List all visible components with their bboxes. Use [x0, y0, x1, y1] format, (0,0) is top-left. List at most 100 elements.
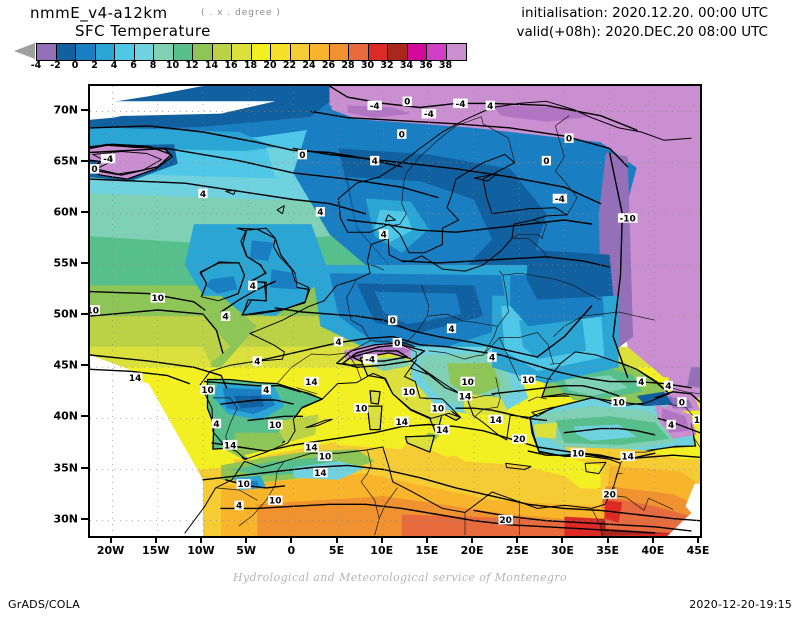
- svg-text:20: 20: [603, 491, 616, 501]
- border-35: [360, 449, 380, 519]
- border-26: [690, 423, 700, 448]
- border-13: [527, 396, 547, 402]
- svg-text:10: 10: [237, 480, 250, 490]
- lat-tick-50N: 50N: [53, 307, 78, 321]
- russia-violet-inner: [636, 172, 700, 347]
- initialisation-time: initialisation: 2020.12.20. 00:00 UTC: [521, 5, 768, 21]
- contour-label-4: 4: [261, 385, 271, 396]
- contour-label-4: 4: [252, 356, 262, 368]
- colorbar-tick-14: 14: [204, 60, 219, 71]
- isotherm-23: [455, 407, 548, 422]
- lat-tick-70N: 70N: [53, 103, 78, 117]
- contour-label-0: 0: [677, 397, 687, 408]
- contour-label-10: 10: [611, 397, 626, 408]
- ice-edge: [90, 107, 167, 120]
- colorbar-tick-10: 10: [165, 60, 180, 71]
- contour-label-14: 14: [304, 376, 319, 388]
- contour-label-10: 10: [521, 374, 536, 386]
- svg-text:14: 14: [314, 469, 327, 479]
- contour-label-4: 4: [315, 207, 325, 218]
- border-4: [346, 278, 371, 342]
- colorbar-segment-8: [154, 44, 174, 60]
- russia-west-blue: [526, 249, 614, 300]
- colorbar-under-arrow: [14, 43, 35, 59]
- svg-text:4: 4: [263, 386, 269, 396]
- isotherm-22: [491, 385, 620, 397]
- colorbar-tick-24: 24: [302, 60, 316, 71]
- model-title: nmmE_v4-a12km: [30, 4, 168, 22]
- valid-time: valid(+08h): 2020.DEC.20 08:00 UTC: [516, 24, 768, 40]
- svg-text:10: 10: [522, 376, 535, 386]
- border-21: [480, 116, 516, 164]
- domain-corner-blank-se2: [685, 483, 700, 523]
- isotherm-15: [202, 464, 700, 522]
- isotherm-28: [342, 344, 426, 368]
- border-1: [276, 383, 323, 400]
- greece-s-yellow: [472, 414, 529, 439]
- chart-header: nmmE_v4-a12km ( . x . degree ) SFC Tempe…: [0, 0, 800, 40]
- isotherm-2: [90, 178, 367, 215]
- svg-text:0: 0: [91, 165, 97, 175]
- svg-text:14: 14: [224, 441, 237, 451]
- coastline-2: [240, 227, 310, 316]
- isotherm-9: [608, 151, 629, 379]
- colorbar-segment-6: [134, 44, 154, 60]
- colorbar-segment--4: [37, 44, 57, 60]
- svg-text:-4: -4: [365, 356, 375, 366]
- contour-label--4: -4: [362, 354, 378, 366]
- contour-label-10: 10: [268, 495, 283, 507]
- colorbar-segment-18: [251, 44, 271, 60]
- coastline-3: [199, 261, 245, 302]
- border-31: [591, 508, 603, 536]
- lat-tick-mark: [81, 517, 88, 520]
- coastline-0: [184, 359, 621, 534]
- contour-label-4: 4: [446, 323, 457, 335]
- colorbar-tick-38: 38: [438, 60, 453, 71]
- svg-text:4: 4: [638, 378, 644, 388]
- svg-text:10: 10: [319, 453, 332, 463]
- lon-tick-10E: 10E: [370, 544, 394, 557]
- contour-label-10: 10: [200, 385, 215, 396]
- svg-text:0: 0: [399, 131, 405, 141]
- colorbar-tick-6: 6: [130, 60, 137, 71]
- svg-text:0: 0: [299, 151, 305, 161]
- colorbar-segment-22: [290, 44, 310, 60]
- coastline-12: [305, 418, 333, 429]
- svg-text:-4: -4: [424, 110, 434, 120]
- contour-label-0: 0: [392, 338, 402, 349]
- temperature-contour-map: -404101044-40-44-400004-4-10444-40044414…: [90, 86, 700, 536]
- svg-text:-4: -4: [456, 100, 466, 110]
- lon-tick-mark: [245, 536, 248, 543]
- lon-tick-mark: [109, 536, 112, 543]
- contour-label--4: -4: [367, 100, 382, 112]
- border-6: [426, 313, 498, 327]
- svg-text:10: 10: [572, 450, 585, 460]
- contour-label-14: 14: [304, 442, 319, 453]
- isotherm-5: [90, 368, 191, 385]
- colorbar-tick-28: 28: [341, 60, 355, 71]
- black-sea-mid: [564, 375, 628, 396]
- map-plot-area[interactable]: -404101044-40-44-400004-4-10444-40044414…: [88, 84, 702, 538]
- svg-text:0: 0: [394, 339, 400, 349]
- model-units-label: ( . x . degree ): [201, 8, 281, 18]
- field-title: SFC Temperature: [75, 22, 211, 40]
- coastline-8: [366, 405, 383, 431]
- svg-text:4: 4: [236, 502, 242, 512]
- contour-label-14: 14: [435, 424, 450, 436]
- isotherm-30: [654, 391, 700, 403]
- lat-tick-45N: 45N: [53, 358, 78, 372]
- svg-text:0: 0: [566, 135, 572, 145]
- svg-text:10: 10: [152, 294, 165, 304]
- lon-tick-45E: 45E: [686, 544, 710, 557]
- border-17: [513, 238, 549, 260]
- contour-label--4: -4: [421, 108, 437, 120]
- svg-text:10: 10: [269, 421, 282, 431]
- svg-text:10: 10: [269, 497, 282, 507]
- colorbar-segment-26: [329, 44, 349, 60]
- render-timestamp: 2020-12-20-19:15: [689, 598, 792, 611]
- colorbar-tick-26: 26: [321, 60, 336, 71]
- svg-text:4: 4: [668, 421, 674, 431]
- coastline-7: [404, 435, 435, 453]
- isotherm-26: [220, 399, 294, 405]
- contour-label--4: -4: [552, 193, 568, 205]
